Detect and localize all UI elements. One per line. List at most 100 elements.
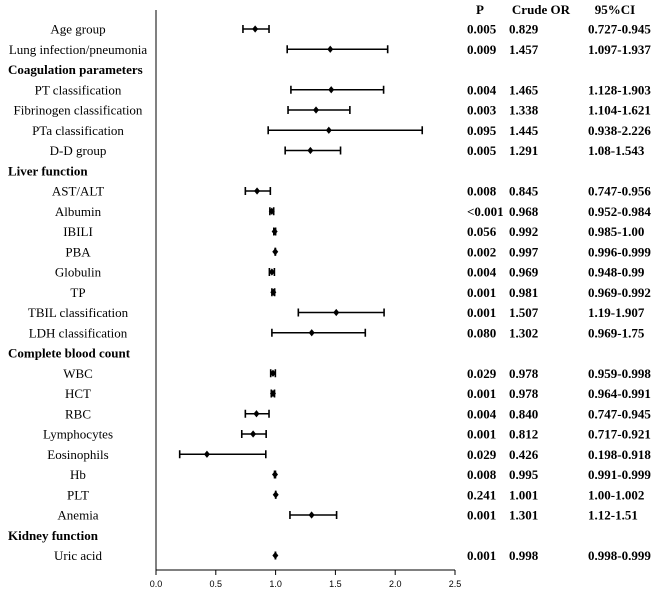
forest-row: Eosinophils 0.029 0.426 0.198-0.918 (47, 447, 651, 462)
p-value: 0.004 (467, 406, 497, 421)
p-value: 0.001 (467, 548, 496, 563)
forest-row: Fibrinogen classification 0.003 1.338 1.104… (14, 103, 651, 118)
crude-or-value: 0.995 (509, 467, 539, 482)
forest-row: RBC 0.004 0.840 0.747-0.945 (65, 406, 651, 421)
or-point (308, 329, 315, 337)
crude-or-value: 1.338 (509, 103, 539, 118)
crude-or-value: 0.829 (509, 22, 539, 37)
ci-value: 0.964-0.991 (588, 386, 651, 401)
ci-value: 1.08-1.543 (588, 143, 645, 158)
crude-or-value: 1.291 (509, 143, 538, 158)
crude-or-value: 1.302 (509, 325, 538, 340)
p-value: 0.029 (467, 366, 497, 381)
row-label: Age group (50, 22, 105, 37)
row-label: LDH classification (29, 325, 128, 340)
forest-row: Uric acid 0.001 0.998 0.998-0.999 (54, 548, 651, 563)
row-label: PLT (67, 487, 89, 502)
row-label: Lung infection/pneumonia (9, 42, 148, 57)
p-value: 0.029 (467, 447, 497, 462)
p-value: 0.002 (467, 244, 496, 259)
row-label: TP (70, 285, 85, 300)
p-value: 0.009 (467, 42, 497, 57)
row-label: D-D group (50, 143, 107, 158)
or-point (268, 207, 275, 215)
forest-row: TBIL classification 0.001 1.507 1.19-1.907 (28, 305, 645, 320)
section-header-row: Liver function (8, 163, 88, 178)
row-label: IBILI (63, 224, 93, 239)
forest-row: TP 0.001 0.981 0.969-0.992 (70, 285, 650, 300)
section-header-row: Coagulation parameters (8, 62, 143, 77)
row-label: RBC (65, 406, 91, 421)
p-value: <0.001 (467, 204, 504, 219)
ci-value: 0.938-2.226 (588, 123, 651, 138)
ci-value: 1.19-1.907 (588, 305, 645, 320)
forest-row: HCT 0.001 0.978 0.964-0.991 (65, 386, 651, 401)
x-tick-label: 1.0 (269, 579, 282, 589)
forest-row: Age group 0.005 0.829 0.727-0.945 (50, 22, 651, 37)
ci-value: 1.12-1.51 (588, 508, 638, 523)
row-label: PT classification (35, 82, 122, 97)
forest-row: Anemia 0.001 1.301 1.12-1.51 (57, 508, 637, 523)
or-point (272, 491, 279, 499)
x-tick-label: 0.0 (150, 579, 163, 589)
p-value: 0.095 (467, 123, 497, 138)
crude-or-value: 0.978 (509, 386, 539, 401)
axes: 0.0 0.5 1.0 1.5 2.0 2.5 (150, 10, 462, 589)
ci-value: 1.00-1.002 (588, 487, 644, 502)
or-point (252, 25, 259, 33)
row-label: WBC (63, 366, 93, 381)
row-label: PBA (65, 244, 91, 259)
crude-or-value: 1.001 (509, 487, 538, 502)
crude-or-value: 1.301 (509, 508, 538, 523)
ci-value: 1.128-1.903 (588, 82, 651, 97)
or-point (203, 450, 210, 458)
or-point (250, 430, 257, 438)
row-label: PTa classification (32, 123, 124, 138)
p-value: 0.008 (467, 467, 497, 482)
forest-row: PBA 0.002 0.997 0.996-0.999 (65, 244, 651, 259)
p-value: 0.004 (467, 265, 497, 280)
forest-row: PTa classification 0.095 1.445 0.938-2.226 (32, 123, 651, 138)
ci-value: 0.747-0.945 (588, 406, 651, 421)
section-label: Kidney function (8, 528, 99, 543)
x-tick-label: 2.5 (449, 579, 462, 589)
section-label: Liver function (8, 163, 88, 178)
p-value: 0.241 (467, 487, 496, 502)
section-label: Complete blood count (8, 346, 131, 361)
ci-value: 1.097-1.937 (588, 42, 651, 57)
crude-or-value: 0.992 (509, 224, 538, 239)
forest-row: IBILI 0.056 0.992 0.985-1.00 (63, 224, 644, 239)
x-tick-label: 0.5 (210, 579, 223, 589)
crude-or-value: 0.981 (509, 285, 538, 300)
column-header-p: P (476, 2, 484, 17)
or-point (313, 106, 320, 114)
or-point (253, 410, 260, 418)
p-value: 0.003 (467, 103, 497, 118)
crude-or-value: 1.507 (509, 305, 539, 320)
section-label: Coagulation parameters (8, 62, 143, 77)
or-point (271, 227, 278, 236)
crude-or-value: 1.445 (509, 123, 539, 138)
p-value: 0.008 (467, 184, 497, 199)
p-value: 0.001 (467, 508, 496, 523)
p-value: 0.005 (467, 22, 497, 37)
or-point (307, 146, 314, 155)
ci-value: 0.747-0.956 (588, 184, 651, 199)
crude-or-value: 0.812 (509, 427, 538, 442)
row-label: TBIL classification (28, 305, 129, 320)
forest-row: Albumin <0.001 0.968 0.952-0.984 (55, 204, 651, 219)
crude-or-value: 1.465 (509, 82, 539, 97)
or-point (254, 187, 261, 195)
row-label: Uric acid (54, 548, 103, 563)
ci-value: 0.727-0.945 (588, 22, 651, 37)
x-tick-label: 2.0 (389, 579, 402, 589)
ci-value: 0.959-0.998 (588, 366, 651, 381)
ci-value: 0.998-0.999 (588, 548, 651, 563)
or-point (272, 248, 279, 256)
crude-or-value: 0.968 (509, 204, 539, 219)
crude-or-value: 0.978 (509, 366, 539, 381)
column-header-crude-or: Crude OR (512, 2, 571, 17)
crude-or-value: 0.426 (509, 447, 539, 462)
forest-row: Hb 0.008 0.995 0.991-0.999 (70, 467, 651, 482)
